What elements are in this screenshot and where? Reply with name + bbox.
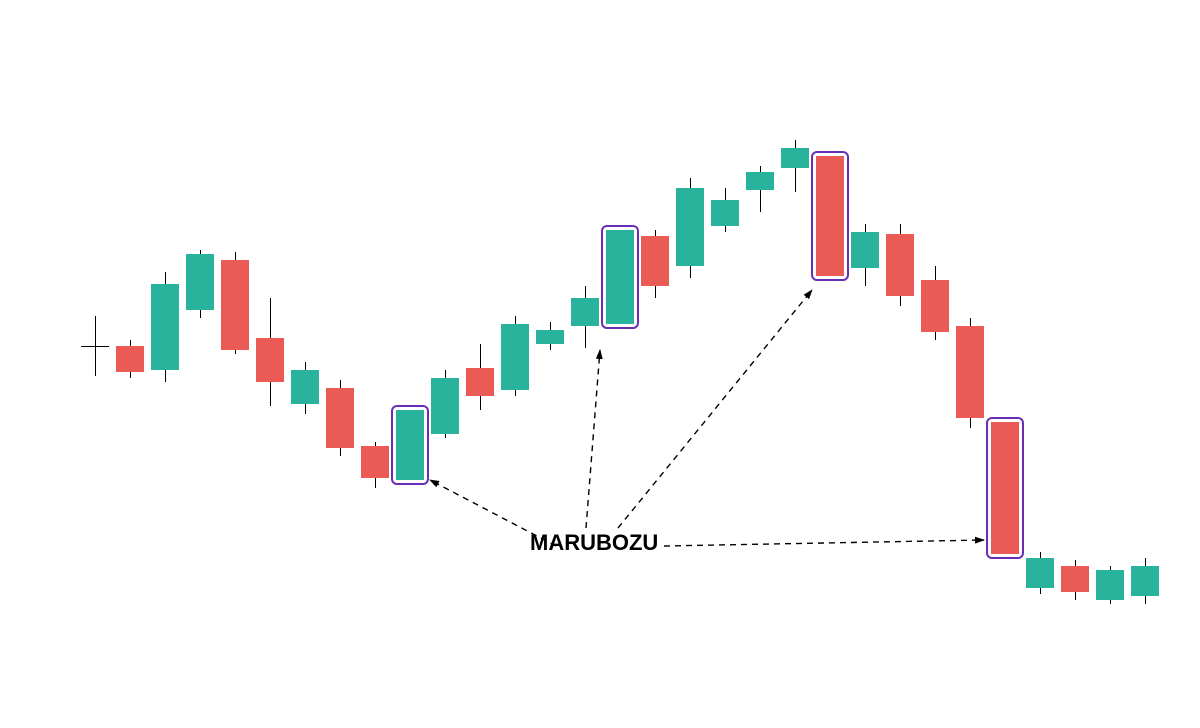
annotation-arrows bbox=[0, 0, 1200, 728]
marubozu-highlight bbox=[986, 417, 1024, 559]
candle-bull bbox=[151, 284, 179, 370]
marubozu-highlight bbox=[811, 151, 849, 281]
candle-bear bbox=[641, 236, 669, 286]
candle-bull bbox=[851, 232, 879, 268]
candle-bull bbox=[291, 370, 319, 404]
candle-bear bbox=[886, 234, 914, 296]
annotation-arrow bbox=[618, 290, 812, 528]
candle-bear bbox=[1061, 566, 1089, 592]
candle-bull bbox=[1096, 570, 1124, 600]
doji-body bbox=[81, 346, 109, 347]
candle-bull bbox=[501, 324, 529, 390]
candle-bull bbox=[536, 330, 564, 344]
candle-bear bbox=[921, 280, 949, 332]
candle-bear bbox=[256, 338, 284, 382]
candle-bear bbox=[466, 368, 494, 396]
candle-bull bbox=[781, 148, 809, 168]
candle-bull bbox=[1131, 566, 1159, 596]
annotation-label: MARUBOZU bbox=[530, 530, 658, 556]
candlestick-chart: MARUBOZU bbox=[0, 0, 1200, 728]
candle-bear bbox=[326, 388, 354, 448]
marubozu-highlight bbox=[391, 405, 429, 485]
candle-bear bbox=[221, 260, 249, 350]
candle-bull bbox=[1026, 558, 1054, 588]
candle-bull bbox=[431, 378, 459, 434]
marubozu-highlight bbox=[601, 225, 639, 329]
candle-bull bbox=[676, 188, 704, 266]
candle-bull bbox=[186, 254, 214, 310]
annotation-arrow bbox=[664, 540, 984, 546]
candle-bull bbox=[711, 200, 739, 226]
candle-bear bbox=[361, 446, 389, 478]
candle-bear bbox=[956, 326, 984, 418]
candle-bear bbox=[116, 346, 144, 372]
annotation-arrow bbox=[586, 350, 600, 528]
candle-bull bbox=[571, 298, 599, 326]
candle-bull bbox=[746, 172, 774, 190]
